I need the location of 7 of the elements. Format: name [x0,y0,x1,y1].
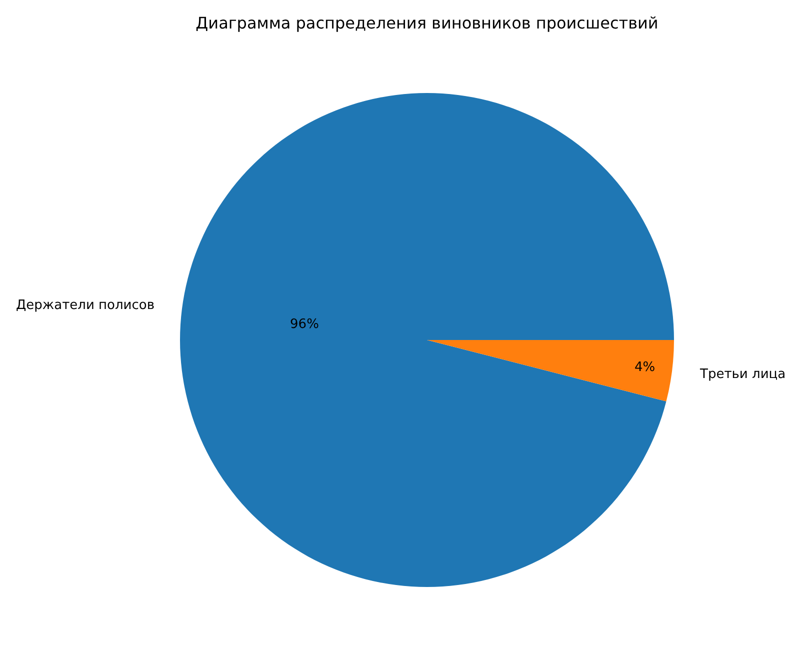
data-label: 96% [290,317,319,332]
data-label: 4% [634,360,656,376]
slice-label: Третьи лица [699,367,786,382]
pie-slice [180,93,674,587]
pie-slice [427,340,674,402]
slice-label: Держатели полисов [16,298,155,313]
chart-title: Диаграмма распределения виновников происшествий [196,14,658,33]
